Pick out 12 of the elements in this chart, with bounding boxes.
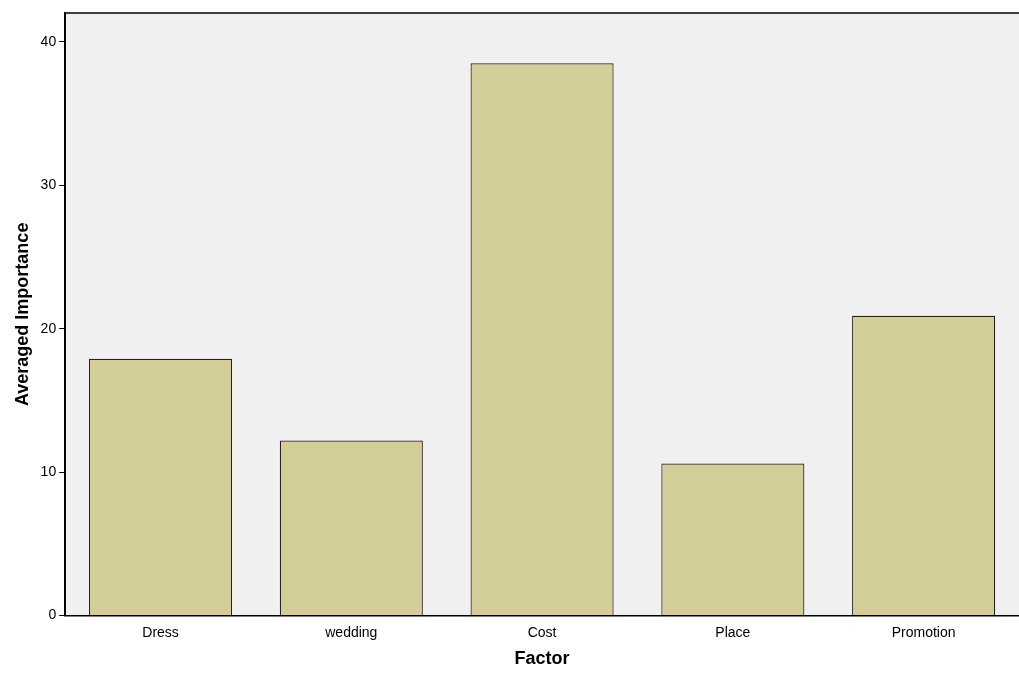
x-tick-label: Place: [715, 623, 751, 640]
x-tick-label: Dress: [142, 623, 179, 640]
x-axis-title: Factor: [514, 648, 570, 669]
y-axis-title: Averaged Importance: [11, 222, 32, 406]
y-tick-label: 10: [40, 462, 57, 479]
y-tick-label: 0: [48, 606, 57, 623]
y-tick-label: 30: [40, 176, 57, 193]
y-tick-label: 20: [40, 319, 57, 336]
x-tick-label: wedding: [324, 623, 378, 640]
y-tick-label: 40: [40, 32, 57, 49]
x-tick-label: Cost: [527, 623, 557, 640]
x-tick-label: Promotion: [891, 623, 956, 640]
